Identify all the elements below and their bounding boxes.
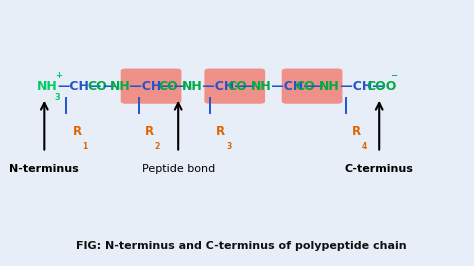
Text: —CH—: —CH— [266, 80, 315, 93]
FancyBboxPatch shape [121, 69, 182, 104]
Text: C-terminus: C-terminus [345, 164, 414, 174]
Text: —CH—: —CH— [125, 80, 174, 93]
Text: NH: NH [36, 80, 57, 93]
Text: N-terminus: N-terminus [9, 164, 79, 174]
Text: CO: CO [158, 80, 178, 93]
Text: NH: NH [319, 80, 339, 93]
Text: +: + [55, 71, 62, 80]
Text: 4: 4 [362, 142, 367, 151]
Text: —CH—: —CH— [57, 80, 101, 93]
Text: R: R [352, 125, 361, 138]
FancyBboxPatch shape [282, 69, 342, 104]
Text: CO: CO [295, 80, 315, 93]
Text: CO: CO [87, 80, 107, 93]
FancyBboxPatch shape [204, 69, 265, 104]
Text: —CH—: —CH— [336, 80, 384, 93]
Text: COO: COO [366, 80, 397, 93]
Text: —CH—: —CH— [198, 80, 246, 93]
Text: 3: 3 [226, 142, 231, 151]
Text: 1: 1 [82, 142, 88, 151]
Text: CO: CO [228, 80, 247, 93]
Text: —: — [173, 80, 186, 93]
Text: —: — [310, 80, 323, 93]
Text: −: − [390, 71, 397, 80]
Text: NH: NH [250, 80, 271, 93]
Text: 2: 2 [155, 142, 160, 151]
Text: NH: NH [182, 80, 202, 93]
Text: —: — [102, 80, 115, 93]
Text: R: R [145, 125, 154, 138]
Text: Peptide bond: Peptide bond [142, 164, 215, 174]
Text: FIG: N-terminus and C-terminus of polypeptide chain: FIG: N-terminus and C-terminus of polype… [76, 241, 407, 251]
Text: 3: 3 [55, 93, 61, 102]
Text: R: R [73, 125, 82, 138]
Text: —: — [243, 80, 255, 93]
Text: NH: NH [110, 80, 131, 93]
Text: R: R [216, 125, 225, 138]
